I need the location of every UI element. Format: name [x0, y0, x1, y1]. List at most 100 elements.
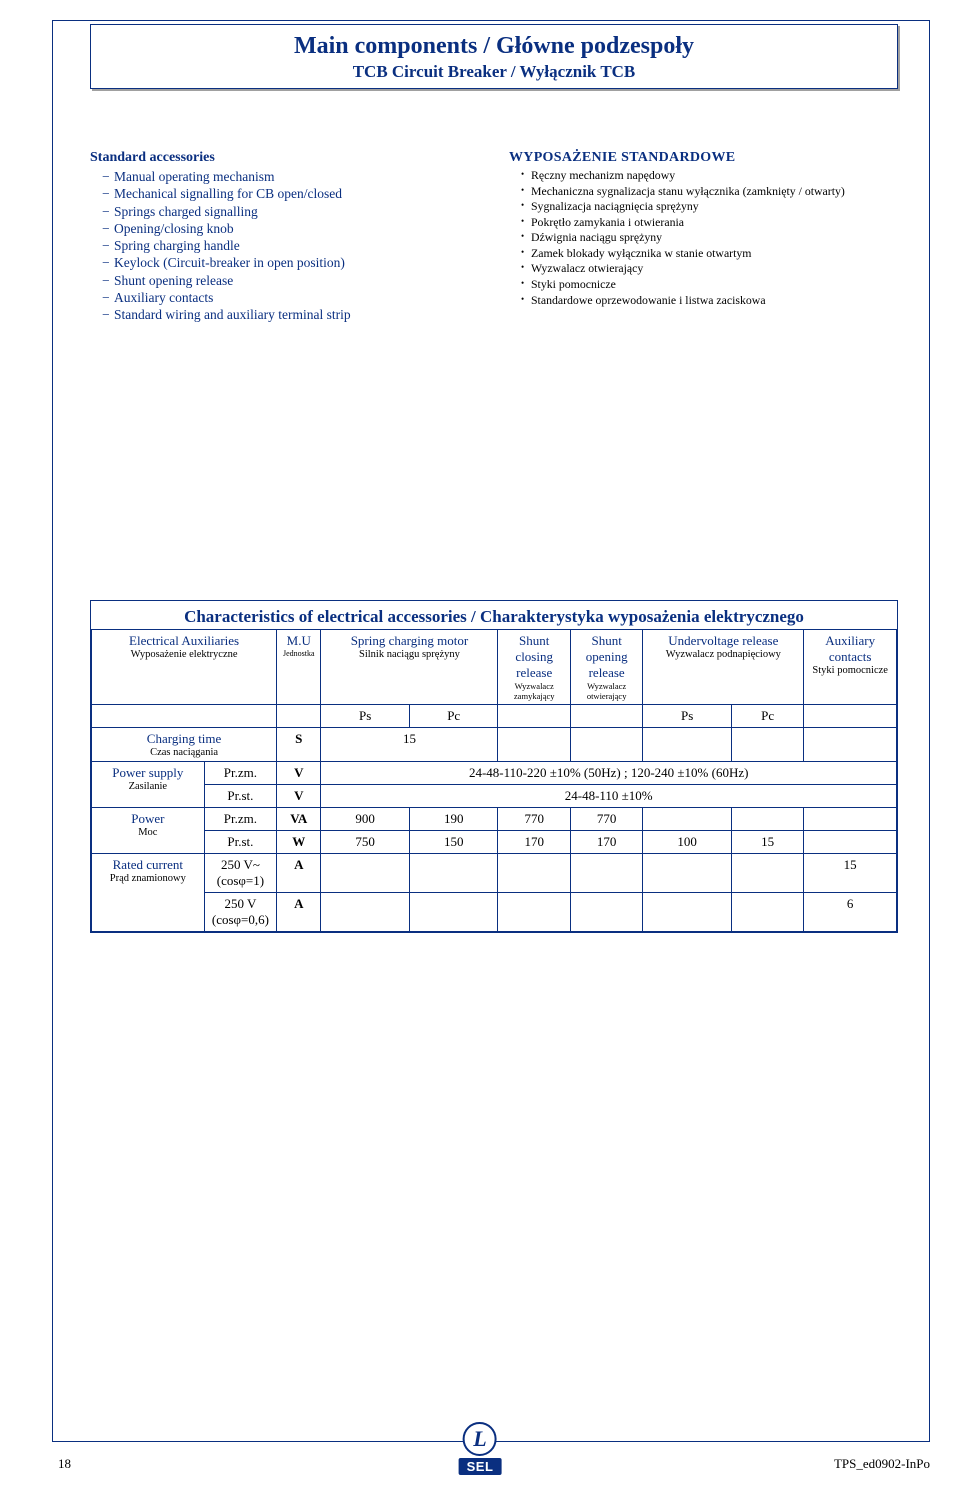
right-column: WYPOSAŻENIE STANDARDOWE Ręczny mechanizm…	[509, 150, 898, 323]
table-cell	[643, 728, 732, 762]
list-item: Keylock (Circuit-breaker in open positio…	[102, 254, 479, 271]
list-item: Styki pomocnicze	[521, 277, 898, 293]
table-row: Power supplyZasilaniePr.zm.V24-48-110-22…	[92, 762, 897, 785]
table-cell	[731, 893, 803, 932]
table-cell	[498, 705, 570, 728]
table-cell	[804, 728, 897, 762]
table-cell	[731, 808, 803, 831]
table-row: PowerMocPr.zm.VA900190770770	[92, 808, 897, 831]
table-cell: Pr.st.	[204, 831, 276, 854]
table-cell: VA	[277, 808, 321, 831]
table-cell	[409, 893, 498, 932]
table-cell: A	[277, 854, 321, 893]
table-cell: Pr.zm.	[204, 808, 276, 831]
table-cell: A	[277, 893, 321, 932]
table-cell	[570, 893, 642, 932]
table-cell	[804, 705, 897, 728]
footer-logo: SEL	[459, 1422, 502, 1476]
table-cell: 900	[321, 808, 410, 831]
table-row: 250 V (cosφ=0,6)A 6	[92, 893, 897, 932]
left-column: Standard accessories Manual operating me…	[90, 150, 479, 323]
table-cell: Shunt closing releaseWyzwalacz zamykając…	[498, 630, 570, 705]
table-cell: 6	[804, 893, 897, 932]
table-cell: Pc	[731, 705, 803, 728]
table-cell: S	[277, 728, 321, 762]
table-row: Pr.st.V24-48-110 ±10%	[92, 785, 897, 808]
table-cell	[731, 728, 803, 762]
page-title: Main components / Główne podzespoły	[91, 33, 897, 60]
list-item: Opening/closing knob	[102, 220, 479, 237]
characteristics-box: Characteristics of electrical accessorie…	[90, 600, 898, 933]
table-cell	[321, 893, 410, 932]
list-item: Springs charged signalling	[102, 203, 479, 220]
table-cell: 770	[498, 808, 570, 831]
table-cell	[409, 854, 498, 893]
table-cell: 150	[409, 831, 498, 854]
table-cell: 24-48-110 ±10%	[321, 785, 897, 808]
page-subtitle: TCB Circuit Breaker / Wyłącznik TCB	[91, 62, 897, 82]
two-column-lists: Standard accessories Manual operating me…	[90, 150, 898, 323]
table-cell	[643, 854, 732, 893]
table-cell: 15	[321, 728, 498, 762]
table-row: Electrical AuxiliariesWyposażenie elektr…	[92, 630, 897, 705]
list-item: Manual operating mechanism	[102, 168, 479, 185]
logo-circle	[463, 1422, 497, 1456]
right-list: Ręczny mechanizm napędowyMechaniczna syg…	[509, 168, 898, 308]
list-item: Mechaniczna sygnalizacja stanu wyłącznik…	[521, 184, 898, 200]
table-cell: Ps	[643, 705, 732, 728]
table-cell: 250 V (cosφ=0,6)	[204, 893, 276, 932]
list-item: Standardowe oprzewodowanie i listwa zaci…	[521, 293, 898, 309]
characteristics-table: Electrical AuxiliariesWyposażenie elektr…	[91, 629, 897, 932]
table-cell: Spring charging motorSilnik naciągu sprę…	[321, 630, 498, 705]
list-item: Dźwignia naciągu sprężyny	[521, 230, 898, 246]
table-cell: 24-48-110-220 ±10% (50Hz) ; 120-240 ±10%…	[321, 762, 897, 785]
table-cell: M.UJednostka	[277, 630, 321, 705]
table-row: Charging timeCzas naciąganiaS15	[92, 728, 897, 762]
list-item: Wyzwalacz otwierający	[521, 261, 898, 277]
characteristics-title: Characteristics of electrical accessorie…	[91, 601, 897, 629]
table-row: Rated currentPrąd znamionowy250 V~ (cosφ…	[92, 854, 897, 893]
table-row: PsPcPsPc	[92, 705, 897, 728]
list-item: Spring charging handle	[102, 237, 479, 254]
table-cell	[321, 854, 410, 893]
table-cell: 250 V~ (cosφ=1)	[204, 854, 276, 893]
list-item: Pokrętło zamykania i otwierania	[521, 215, 898, 231]
list-item: Standard wiring and auxiliary terminal s…	[102, 306, 479, 323]
list-item: Auxiliary contacts	[102, 289, 479, 306]
table-cell	[498, 728, 570, 762]
table-cell: 170	[570, 831, 642, 854]
list-item: Mechanical signalling for CB open/closed	[102, 185, 479, 202]
logo-brand: SEL	[459, 1458, 502, 1475]
table-cell: V	[277, 762, 321, 785]
table-cell	[570, 705, 642, 728]
list-item: Zamek blokady wyłącznika w stanie otwart…	[521, 246, 898, 262]
table-cell: Pr.zm.	[204, 762, 276, 785]
table-cell	[498, 854, 570, 893]
table-cell: 190	[409, 808, 498, 831]
table-cell: Undervoltage releaseWyzwalacz podnapięci…	[643, 630, 804, 705]
list-item: Sygnalizacja naciągnięcia sprężyny	[521, 199, 898, 215]
table-cell: 170	[498, 831, 570, 854]
table-cell	[731, 854, 803, 893]
table-cell	[570, 854, 642, 893]
table-cell: Pr.st.	[204, 785, 276, 808]
table-cell: Rated currentPrąd znamionowy	[92, 854, 205, 932]
table-cell: 770	[570, 808, 642, 831]
list-item: Shunt opening release	[102, 272, 479, 289]
list-item: Ręczny mechanizm napędowy	[521, 168, 898, 184]
footer-doc-id: TPS_ed0902-InPo	[834, 1456, 930, 1472]
table-cell: Power supplyZasilanie	[92, 762, 205, 808]
table-cell	[643, 893, 732, 932]
table-cell: Electrical AuxiliariesWyposażenie elektr…	[92, 630, 277, 705]
page-number: 18	[58, 1456, 71, 1472]
table-cell: V	[277, 785, 321, 808]
table-cell	[570, 728, 642, 762]
left-list-title: Standard accessories	[90, 150, 479, 166]
table-cell: 100	[643, 831, 732, 854]
right-list-title: WYPOSAŻENIE STANDARDOWE	[509, 150, 898, 166]
table-cell	[804, 831, 897, 854]
table-cell: Charging timeCzas naciągania	[92, 728, 277, 762]
table-cell: PowerMoc	[92, 808, 205, 854]
left-list: Manual operating mechanismMechanical sig…	[90, 168, 479, 323]
table-cell	[92, 705, 277, 728]
